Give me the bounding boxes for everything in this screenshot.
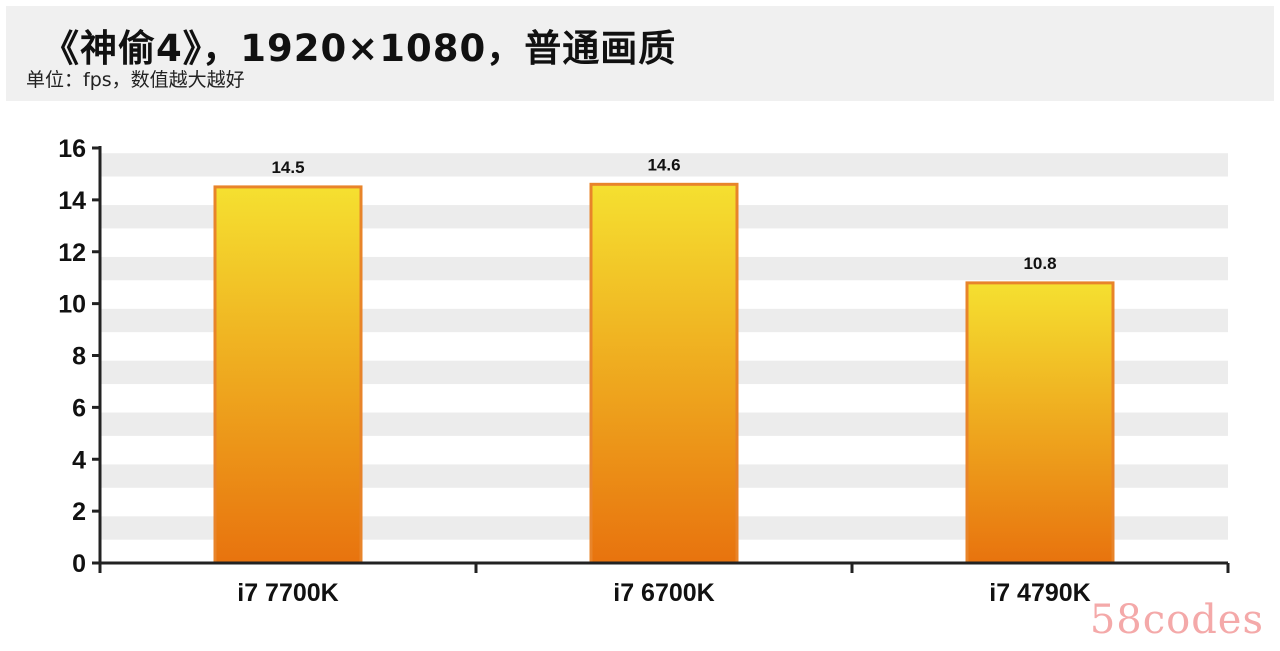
bar-i7-4790k <box>965 281 1115 565</box>
bar-i7-7700k <box>213 185 363 565</box>
y-tick-label: 16 <box>58 135 86 163</box>
x-tick-label: i7 7700K <box>237 579 338 607</box>
chart-title: 《神偷4》，1920×1080，普通画质 <box>42 27 677 70</box>
y-tick-label: 4 <box>72 446 86 474</box>
y-tick-label: 6 <box>72 394 86 422</box>
data-label: 14.6 <box>647 155 680 174</box>
data-label: 14.5 <box>271 158 304 177</box>
chart-header: 《神偷4》，1920×1080，普通画质 单位：fps，数值越大越好 <box>6 6 1274 101</box>
bar-i7-6700k <box>589 182 739 565</box>
y-tick-label: 10 <box>58 291 86 319</box>
x-tick-label: i7 4790K <box>989 579 1090 607</box>
watermark: 58codes <box>1089 597 1264 643</box>
y-tick-label: 8 <box>72 343 86 371</box>
y-tick-label: 14 <box>58 187 86 215</box>
y-tick-label: 0 <box>72 550 86 578</box>
bars <box>213 182 1115 565</box>
data-label: 10.8 <box>1023 254 1056 273</box>
y-tick-label: 12 <box>58 239 86 267</box>
grid-band <box>100 153 1228 177</box>
labels: 14.5 i7 7700K 14.6 i7 6700K 10.8 i7 4790K 0 2 4 6… <box>58 135 1091 607</box>
y-tick-label: 2 <box>72 498 86 526</box>
x-tick-label: i7 6700K <box>613 579 714 607</box>
chart-subtitle: 单位：fps，数值越大越好 <box>26 69 245 91</box>
axes <box>92 146 1230 573</box>
